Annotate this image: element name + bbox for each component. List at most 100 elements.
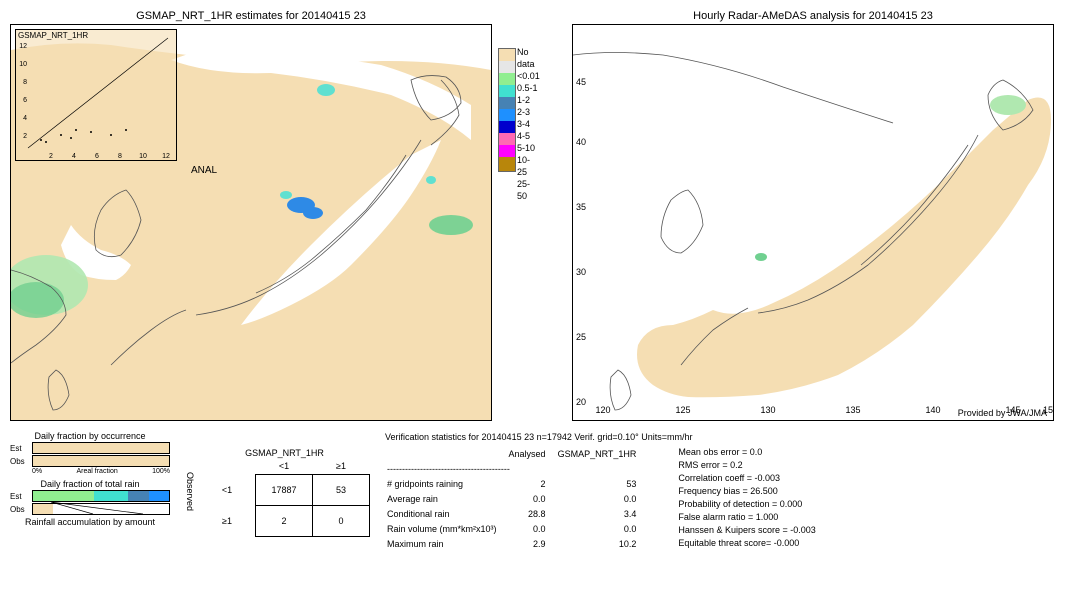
axis-lo: 0% xyxy=(32,468,42,475)
legend-label: No data xyxy=(517,46,540,70)
stat-val: 0.0 xyxy=(558,523,647,536)
svg-text:12: 12 xyxy=(162,153,170,160)
svg-text:8: 8 xyxy=(118,153,122,160)
stat-val: 28.8 xyxy=(509,508,556,521)
stat-label: Maximum rain xyxy=(387,538,507,551)
svg-text:10: 10 xyxy=(139,153,147,160)
svg-text:140: 140 xyxy=(925,405,940,415)
stats-header: Verification statistics for 20140415 23 … xyxy=(385,431,1070,444)
svg-text:120: 120 xyxy=(595,405,610,415)
stat-val: 53 xyxy=(558,478,647,491)
contingency-title: GSMAP_NRT_1HR xyxy=(199,448,370,458)
svg-text:4: 4 xyxy=(23,115,27,122)
metric: Mean obs error = 0.0 xyxy=(678,446,815,459)
bar-label-est: Est xyxy=(10,492,32,501)
svg-text:130: 130 xyxy=(760,405,775,415)
accum-title: Rainfall accumulation by amount xyxy=(10,517,170,527)
stats-block: Verification statistics for 20140415 23 … xyxy=(385,431,1070,553)
stats-col-model: GSMAP_NRT_1HR xyxy=(558,448,647,461)
contingency-table: Observed GSMAP_NRT_1HR <1≥1 <11788753 ≥1… xyxy=(185,431,370,553)
bar xyxy=(32,490,170,502)
svg-text:8: 8 xyxy=(23,79,27,86)
bar xyxy=(32,442,170,454)
anal-label: ANAL xyxy=(191,165,217,176)
rain-legend-labels: No data <0.01 0.5-1 1-2 2-3 3-4 4-5 5-10… xyxy=(517,46,540,202)
svg-text:35: 35 xyxy=(576,202,586,212)
svg-text:135: 135 xyxy=(845,405,860,415)
svg-text:6: 6 xyxy=(95,153,99,160)
stat-label: # gridpoints raining xyxy=(387,478,507,491)
bar xyxy=(32,455,170,467)
svg-text:4: 4 xyxy=(72,153,76,160)
legend-label: 0.5-1 xyxy=(517,82,540,94)
svg-text:20: 20 xyxy=(576,397,586,407)
stat-val: 10.2 xyxy=(558,538,647,551)
svg-text:10: 10 xyxy=(19,61,27,68)
ct-col1: <1 xyxy=(256,458,313,475)
stat-val: 3.4 xyxy=(558,508,647,521)
fraction-bars: Daily fraction by occurrence Est Obs 0% … xyxy=(10,431,170,553)
bar-label-est: Est xyxy=(10,444,32,453)
legend-label: 1-2 xyxy=(517,94,540,106)
bottom-row: Daily fraction by occurrence Est Obs 0% … xyxy=(10,431,1070,553)
stat-label: Average rain xyxy=(387,493,507,506)
svg-text:6: 6 xyxy=(23,97,27,104)
metric: Correlation coeff = -0.003 xyxy=(678,472,815,485)
svg-text:2: 2 xyxy=(23,133,27,140)
metrics-list: Mean obs error = 0.0 RMS error = 0.2 Cor… xyxy=(678,446,815,553)
ct-cell: 53 xyxy=(313,474,370,505)
legend-label: 25-50 xyxy=(517,178,540,202)
legend-label: 3-4 xyxy=(517,118,540,130)
ct-cell: 2 xyxy=(256,505,313,536)
stat-label: Conditional rain xyxy=(387,508,507,521)
stat-val: 0.0 xyxy=(509,493,556,506)
metric: Frequency bias = 26.500 xyxy=(678,485,815,498)
svg-text:40: 40 xyxy=(576,137,586,147)
attribution: Provided by JWA/JMA xyxy=(958,408,1047,418)
axis-hi: 100% xyxy=(152,468,170,475)
stat-val: 2.9 xyxy=(509,538,556,551)
left-map-panel: GSMAP_NRT_1HR estimates for 20140415 23 xyxy=(10,10,492,421)
legend-label: 2-3 xyxy=(517,106,540,118)
ct-row1: <1 xyxy=(199,474,256,505)
svg-text:125: 125 xyxy=(675,405,690,415)
occurrence-title: Daily fraction by occurrence xyxy=(10,431,170,441)
right-map-title: Hourly Radar-AMeDAS analysis for 2014041… xyxy=(572,10,1054,22)
stats-table: AnalysedGSMAP_NRT_1HR ------------------… xyxy=(385,446,648,553)
stat-val: 0.0 xyxy=(558,493,647,506)
contingency-side: Observed xyxy=(185,472,195,511)
left-map: GSMAP_NRT_1HR 246 81012 246 xyxy=(10,24,492,421)
svg-text:25: 25 xyxy=(576,332,586,342)
axis-mid: Areal fraction xyxy=(76,468,117,475)
svg-text:2: 2 xyxy=(49,153,53,160)
rain-title: Daily fraction of total rain xyxy=(10,479,170,489)
ct-cell: 0 xyxy=(313,505,370,536)
stats-col-analysed: Analysed xyxy=(509,448,556,461)
metric: RMS error = 0.2 xyxy=(678,459,815,472)
legend-label: 10-25 xyxy=(517,154,540,178)
ct-col2: ≥1 xyxy=(313,458,370,475)
right-map: 120125130 135140145 15 202530 354045 Pro… xyxy=(572,24,1054,421)
bar-label-obs: Obs xyxy=(10,457,32,466)
bar xyxy=(32,503,170,515)
metric: Equitable threat score= -0.000 xyxy=(678,537,815,550)
svg-text:45: 45 xyxy=(576,77,586,87)
svg-text:12: 12 xyxy=(19,43,27,50)
ct-row2: ≥1 xyxy=(199,505,256,536)
legend-label: <0.01 xyxy=(517,70,540,82)
svg-text:30: 30 xyxy=(576,267,586,277)
rain-legend xyxy=(498,48,516,172)
stat-val: 2 xyxy=(509,478,556,491)
ct-cell: 17887 xyxy=(256,474,313,505)
legend-label: 5-10 xyxy=(517,142,540,154)
left-map-title: GSMAP_NRT_1HR estimates for 20140415 23 xyxy=(10,10,492,22)
legend-label: 4-5 xyxy=(517,130,540,142)
bar-label-obs: Obs xyxy=(10,505,32,514)
inset-box: GSMAP_NRT_1HR 246 81012 246 xyxy=(15,29,177,161)
stat-val: 0.0 xyxy=(509,523,556,536)
stat-label: Rain volume (mm*km²x10³) xyxy=(387,523,507,536)
metric: Hanssen & Kuipers score = -0.003 xyxy=(678,524,815,537)
metric: Probability of detection = 0.000 xyxy=(678,498,815,511)
right-map-panel: Hourly Radar-AMeDAS analysis for 2014041… xyxy=(572,10,1054,421)
metric: False alarm ratio = 1.000 xyxy=(678,511,815,524)
